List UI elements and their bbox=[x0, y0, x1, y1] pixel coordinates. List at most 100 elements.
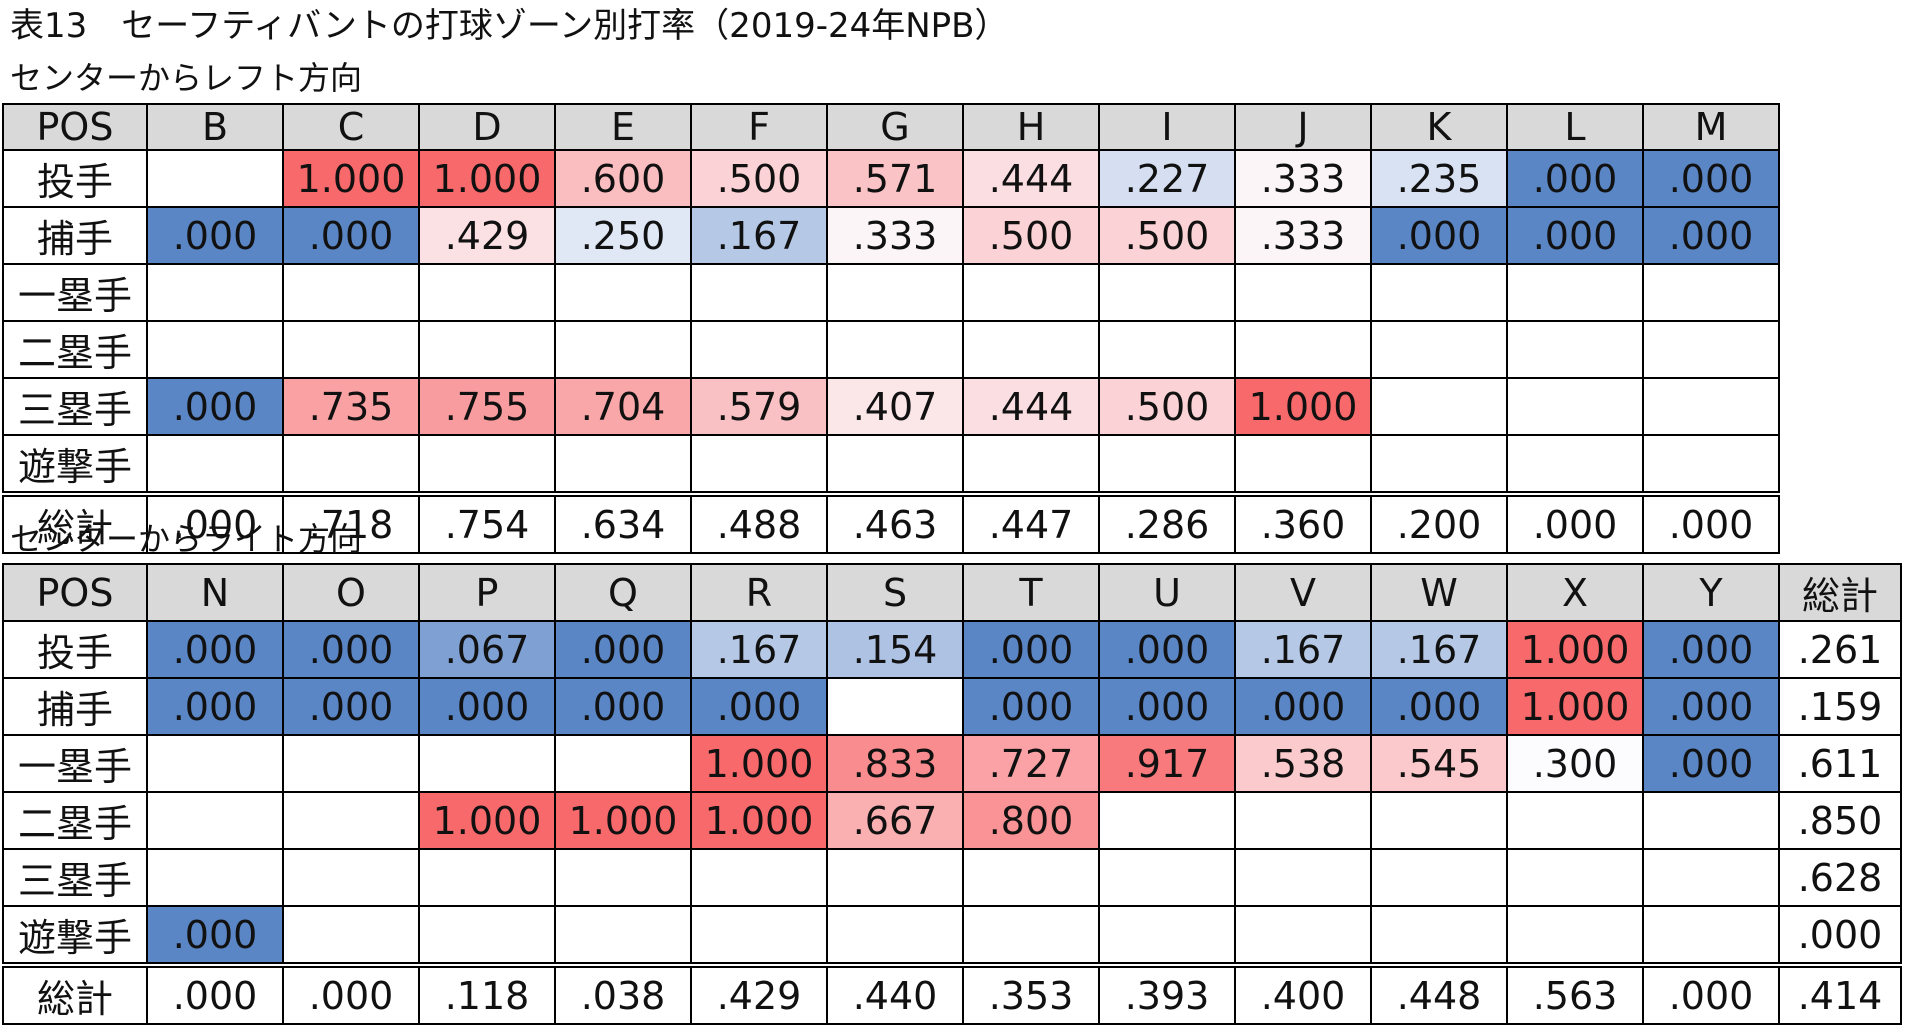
batting-average-cell: .000 bbox=[146, 905, 284, 966]
batting-average-cell bbox=[1098, 263, 1236, 322]
column-header-zone: M bbox=[1642, 103, 1780, 151]
batting-average-cell: .571 bbox=[826, 149, 964, 208]
batting-average-cell: .000 bbox=[1098, 620, 1236, 679]
batting-average-cell: .800 bbox=[962, 791, 1100, 850]
batting-average-cell bbox=[962, 434, 1100, 495]
batting-average-cell bbox=[1642, 905, 1780, 966]
batting-average-cell: .000 bbox=[1098, 677, 1236, 736]
batting-average-cell bbox=[962, 263, 1100, 322]
batting-average-cell: 1.000 bbox=[418, 791, 556, 850]
table-row: 一塁手 bbox=[2, 263, 1780, 322]
batting-average-cell: .000 bbox=[146, 677, 284, 736]
batting-average-cell bbox=[1506, 320, 1644, 379]
batting-average-cell: .600 bbox=[554, 149, 692, 208]
header-row: POS B C D E F G H I J K L M bbox=[2, 103, 1780, 151]
batting-average-cell: .000 bbox=[1370, 677, 1508, 736]
batting-average-cell bbox=[1506, 848, 1644, 907]
batting-average-cell bbox=[826, 848, 964, 907]
batting-average-cell: .000 bbox=[554, 620, 692, 679]
batting-average-cell bbox=[1370, 320, 1508, 379]
batting-average-cell bbox=[554, 263, 692, 322]
batting-average-cell: 1.000 bbox=[1234, 377, 1372, 436]
batting-average-cell: .167 bbox=[1370, 620, 1508, 679]
batting-average-cell: .563 bbox=[1506, 962, 1644, 1025]
batting-average-cell: .444 bbox=[962, 149, 1100, 208]
batting-average-cell bbox=[418, 734, 556, 793]
column-header-zone: Y bbox=[1642, 563, 1780, 622]
batting-average-cell: .000 bbox=[690, 677, 828, 736]
section-right-subtitle: センターからライト方向 bbox=[10, 520, 363, 558]
batting-average-cell: .300 bbox=[1506, 734, 1644, 793]
batting-average-cell bbox=[282, 734, 420, 793]
batting-average-cell bbox=[1370, 434, 1508, 495]
batting-average-cell bbox=[282, 434, 420, 495]
row-total-cell: .850 bbox=[1778, 791, 1902, 850]
batting-average-cell: .000 bbox=[1642, 677, 1780, 736]
batting-average-cell: .667 bbox=[826, 791, 964, 850]
batting-average-cell bbox=[1234, 905, 1372, 966]
total-row: 総計 .000.000.118.038.429.440.353.393.400.4… bbox=[2, 962, 1902, 1025]
batting-average-cell: .000 bbox=[1370, 206, 1508, 265]
batting-average-cell bbox=[690, 434, 828, 495]
batting-average-cell: .000 bbox=[1642, 620, 1780, 679]
batting-average-cell bbox=[146, 848, 284, 907]
batting-average-cell: .754 bbox=[418, 491, 556, 554]
table-row: 捕手 .000.000.000.000.000.000.000.000.000 1.… bbox=[2, 677, 1902, 736]
batting-average-cell: .500 bbox=[690, 149, 828, 208]
batting-average-cell: .000 bbox=[1234, 677, 1372, 736]
batting-average-cell: .917 bbox=[1098, 734, 1236, 793]
batting-average-cell bbox=[826, 434, 964, 495]
batting-average-cell bbox=[826, 677, 964, 736]
column-header-zone: U bbox=[1098, 563, 1236, 622]
table-row: 三塁手 .628 bbox=[2, 848, 1902, 907]
table-row: 二塁手 1.000 1.000 1.000.667.800.850 bbox=[2, 791, 1902, 850]
batting-average-cell: .000 bbox=[1642, 149, 1780, 208]
batting-average-cell: .448 bbox=[1370, 962, 1508, 1025]
row-label-pos: 投手 bbox=[2, 620, 148, 679]
row-label-pos: 遊撃手 bbox=[2, 905, 148, 966]
batting-average-cell: .400 bbox=[1234, 962, 1372, 1025]
batting-average-cell bbox=[1234, 434, 1372, 495]
batting-average-cell bbox=[1642, 791, 1780, 850]
batting-average-cell bbox=[1234, 848, 1372, 907]
batting-average-cell: .634 bbox=[554, 491, 692, 554]
batting-average-cell: .463 bbox=[826, 491, 964, 554]
batting-average-cell: .000 bbox=[282, 962, 420, 1025]
batting-average-cell bbox=[282, 905, 420, 966]
batting-average-cell bbox=[554, 434, 692, 495]
row-label-pos: 投手 bbox=[2, 149, 148, 208]
batting-average-cell: .440 bbox=[826, 962, 964, 1025]
batting-average-cell: 1.000 bbox=[554, 791, 692, 850]
batting-average-cell: .735 bbox=[282, 377, 420, 436]
batting-average-cell bbox=[1506, 791, 1644, 850]
column-header-zone: E bbox=[554, 103, 692, 151]
batting-average-cell: .000 bbox=[1506, 206, 1644, 265]
batting-average-cell: .000 bbox=[1642, 206, 1780, 265]
batting-average-cell: .000 bbox=[962, 677, 1100, 736]
batting-average-cell bbox=[690, 320, 828, 379]
batting-average-cell bbox=[1098, 791, 1236, 850]
batting-average-cell: .579 bbox=[690, 377, 828, 436]
column-header-zone: S bbox=[826, 563, 964, 622]
batting-average-cell bbox=[1642, 263, 1780, 322]
batting-average-cell bbox=[1506, 377, 1644, 436]
row-label-pos: 総計 bbox=[2, 962, 148, 1025]
batting-average-cell: .000 bbox=[1642, 734, 1780, 793]
batting-average-cell: .000 bbox=[146, 962, 284, 1025]
batting-average-cell bbox=[1098, 434, 1236, 495]
table-row: 投手 .000.000.067.000.167.154.000.000.167.1… bbox=[2, 620, 1902, 679]
column-header-zone: O bbox=[282, 563, 420, 622]
batting-average-cell bbox=[418, 434, 556, 495]
row-label-pos: 二塁手 bbox=[2, 791, 148, 850]
batting-average-cell: .000 bbox=[1506, 149, 1644, 208]
batting-average-cell: .167 bbox=[1234, 620, 1372, 679]
batting-average-cell: 1.000 bbox=[282, 149, 420, 208]
batting-average-cell: .286 bbox=[1098, 491, 1236, 554]
batting-average-cell: .000 bbox=[962, 620, 1100, 679]
column-header-zone: J bbox=[1234, 103, 1372, 151]
batting-average-cell: 1.000 bbox=[690, 791, 828, 850]
row-label-pos: 三塁手 bbox=[2, 377, 148, 436]
batting-average-cell bbox=[418, 905, 556, 966]
batting-average-cell: .235 bbox=[1370, 149, 1508, 208]
batting-average-cell: .167 bbox=[690, 620, 828, 679]
